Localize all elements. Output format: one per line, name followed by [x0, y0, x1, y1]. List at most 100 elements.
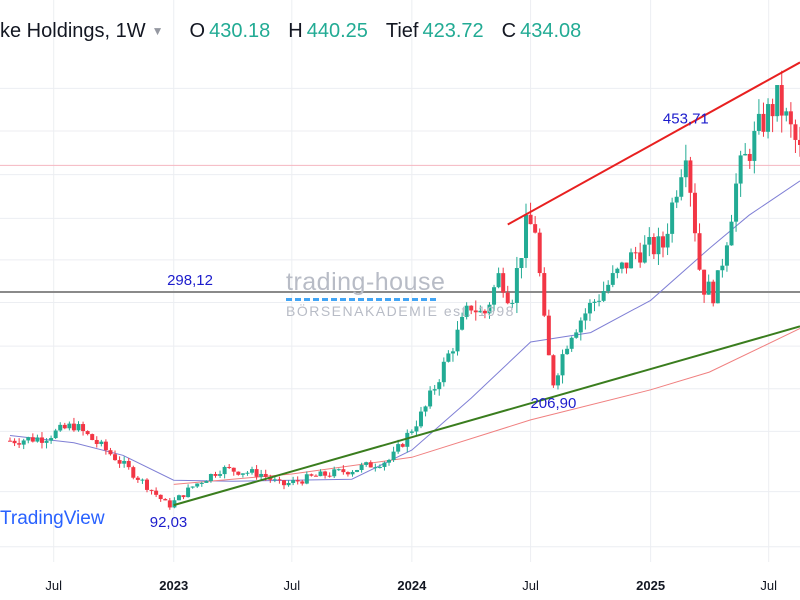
candle-body	[697, 233, 702, 270]
candle-body	[387, 460, 392, 463]
candle-body	[537, 232, 542, 274]
x-tick-label: 2024	[397, 578, 427, 593]
x-tick-label: Jul	[522, 578, 539, 593]
candle-body	[277, 479, 282, 481]
candle-body	[364, 462, 369, 465]
high-value: 440.25	[306, 19, 368, 42]
candle-body	[53, 430, 58, 439]
candle-body	[706, 281, 711, 295]
candle-body	[12, 440, 17, 444]
candle-body	[345, 472, 350, 475]
candle-body	[464, 305, 469, 317]
candle-body	[172, 500, 177, 508]
candle-body	[455, 329, 460, 352]
candle-body	[108, 450, 113, 455]
candle-body	[729, 221, 734, 246]
grid-layer	[0, 0, 800, 562]
candle-body	[144, 479, 149, 490]
candle-body	[30, 437, 35, 442]
candle-body	[514, 268, 519, 303]
candle-body	[752, 130, 757, 161]
candle-body	[236, 471, 241, 475]
candle-body	[199, 482, 204, 484]
support-trendline	[173, 325, 800, 507]
candle-body	[546, 315, 551, 356]
candle-body	[542, 273, 547, 316]
chevron-down-icon[interactable]: ▼	[151, 24, 164, 38]
candle-body	[231, 467, 236, 472]
candle-body	[702, 269, 707, 295]
candle-body	[592, 301, 597, 303]
candle-body	[683, 160, 688, 178]
price-annotation: 453,71	[663, 110, 709, 127]
candle-body	[103, 441, 108, 451]
candle-body	[327, 475, 332, 477]
candle-body	[304, 474, 309, 484]
candle-body	[17, 443, 22, 445]
candle-body	[222, 466, 227, 475]
candle-body	[26, 437, 31, 441]
candle-body	[190, 486, 195, 488]
candle-body	[341, 469, 346, 473]
candle-body	[633, 252, 638, 254]
candle-body	[679, 177, 684, 197]
candle-body	[309, 474, 314, 476]
candle-body	[647, 237, 652, 245]
candle-body	[642, 244, 647, 263]
candle-body	[478, 310, 483, 313]
candle-body	[624, 262, 629, 269]
candle-body	[272, 479, 277, 481]
candle-body	[149, 489, 154, 491]
candle-body	[619, 262, 624, 269]
candle-body	[496, 273, 501, 288]
candle-body	[798, 139, 800, 145]
close-label: C	[501, 19, 517, 42]
candle-body	[533, 224, 538, 233]
resistance-trendline	[507, 61, 800, 226]
candle-body	[583, 313, 588, 321]
candle-body	[204, 481, 209, 483]
moving-averages	[9, 180, 800, 485]
candle-body	[487, 304, 492, 314]
low-value: 423.72	[422, 19, 484, 42]
price-annotation: 298,12	[167, 272, 213, 289]
candle-body	[565, 348, 570, 355]
candle-body	[692, 192, 697, 234]
candle-body	[81, 424, 86, 432]
candle-body	[779, 85, 784, 116]
candle-body	[90, 434, 95, 440]
candle-body	[240, 473, 245, 475]
moving-average-line	[9, 180, 800, 482]
watermark-subtitle: BÖRSENAKADEMIE est. 1998	[286, 303, 515, 319]
candle-body	[167, 500, 172, 508]
candle-body	[323, 471, 328, 476]
chart-header: ke Holdings, 1W ▼ O 430.18 H 440.25 Tief…	[0, 14, 599, 48]
candle-body	[71, 423, 76, 431]
candle-body	[450, 351, 455, 354]
candle-body	[441, 361, 446, 383]
candle-body	[428, 390, 433, 407]
open-label: O	[189, 19, 206, 42]
candle-body	[218, 474, 223, 476]
candle-body	[418, 411, 423, 427]
candle-body	[44, 440, 49, 443]
candle-body	[505, 292, 510, 304]
candle-body	[587, 302, 592, 314]
candle-body	[482, 310, 487, 314]
tradingview-logo[interactable]: TradingView	[0, 508, 105, 529]
candle-body	[629, 252, 634, 269]
candle-body	[281, 480, 286, 486]
candle-body	[332, 469, 337, 477]
candle-body	[437, 382, 442, 390]
candle-body	[21, 440, 26, 445]
x-tick-label: Jul	[284, 578, 301, 593]
candle-body	[670, 202, 675, 234]
moving-average-line	[173, 328, 800, 485]
close-value: 434.08	[520, 19, 582, 42]
candle-body	[181, 495, 186, 498]
candle-body	[140, 479, 145, 481]
symbol-title[interactable]: ke Holdings, 1W	[0, 19, 146, 42]
candle-body	[492, 287, 497, 305]
candle-body	[368, 462, 373, 468]
